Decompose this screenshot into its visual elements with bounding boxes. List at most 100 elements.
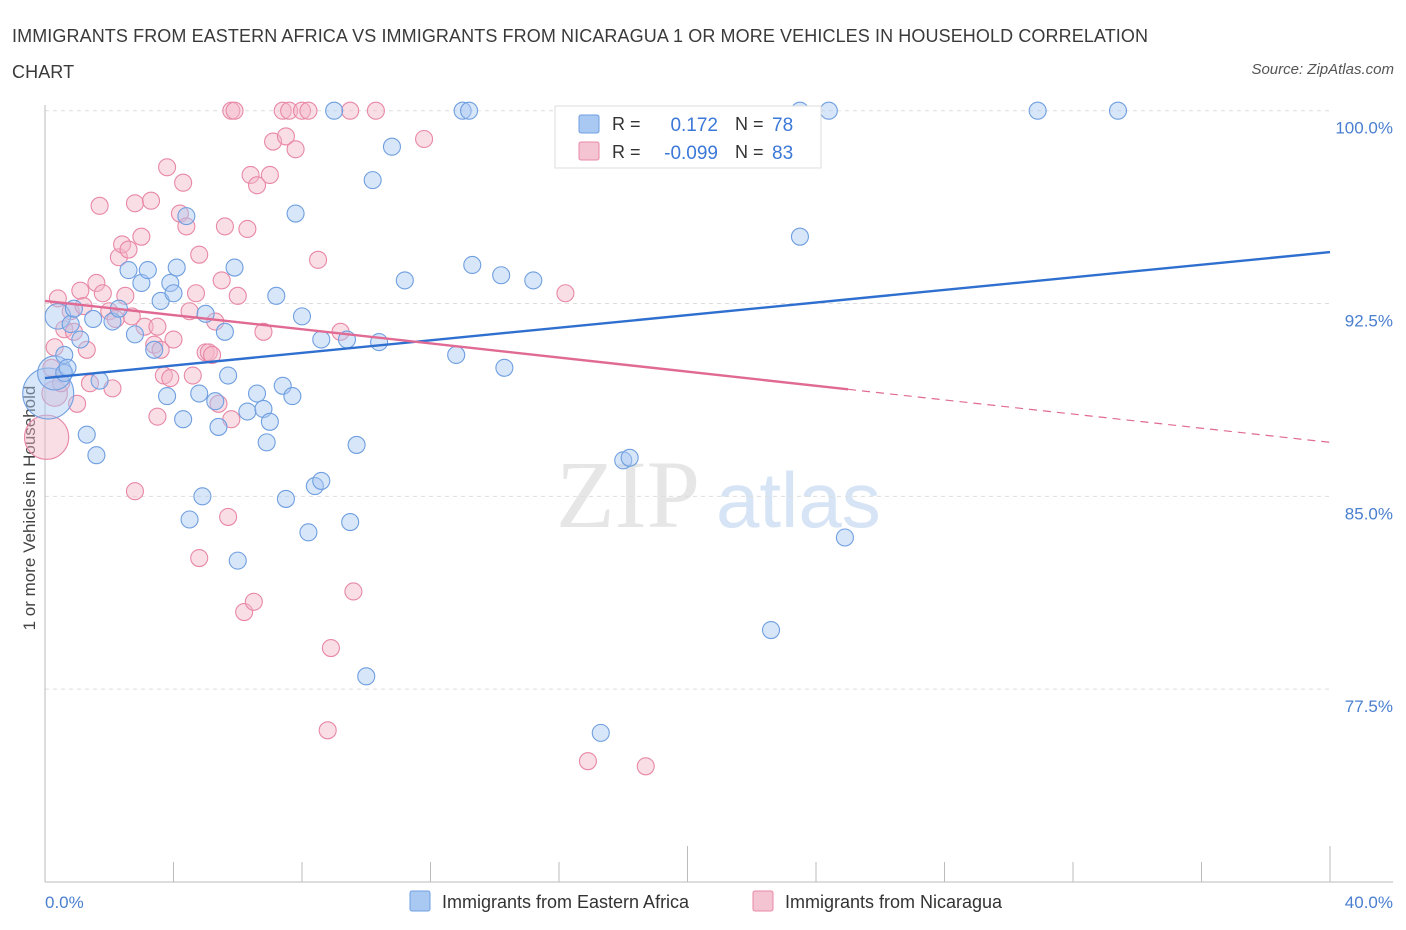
- legend-eastern-africa-label: Immigrants from Eastern Africa: [442, 892, 690, 912]
- eastern-africa-point: [145, 340, 164, 359]
- eastern-africa-point: [267, 286, 286, 305]
- eastern-africa-point: [286, 204, 305, 223]
- nicaragua-point: [158, 158, 177, 177]
- nicaragua-point: [241, 165, 260, 185]
- axes: [44, 105, 1393, 883]
- eastern-africa-point: [819, 101, 838, 120]
- nicaragua-point: [41, 380, 68, 407]
- nicaragua-point: [341, 101, 360, 120]
- nicaragua-point: [318, 721, 337, 740]
- nicaragua-point: [636, 757, 655, 776]
- eastern-africa-point: [357, 667, 376, 686]
- watermark: ZIP atlas: [556, 441, 881, 548]
- legend-n-label: N =: [735, 142, 764, 162]
- eastern-africa-point: [209, 417, 228, 436]
- nicaragua-point: [273, 101, 292, 120]
- eastern-africa-point: [228, 551, 247, 570]
- nicaragua-point: [125, 482, 144, 501]
- nicaragua-point: [106, 309, 125, 329]
- nicaragua-trend-line: [44, 299, 849, 391]
- nicaragua-point: [299, 101, 318, 120]
- nicaragua-point: [119, 240, 138, 259]
- nicaragua-point: [309, 250, 328, 269]
- eastern-africa-point: [167, 258, 186, 277]
- eastern-africa-point: [292, 307, 312, 326]
- y-tick-label: 92.5%: [1345, 312, 1393, 331]
- nicaragua-point: [219, 507, 238, 526]
- nicaragua-point: [260, 165, 279, 185]
- nicaragua-point: [203, 345, 222, 365]
- legend-r-value: 0.172: [670, 115, 718, 136]
- nicaragua-point: [190, 549, 209, 568]
- eastern-africa-point: [347, 435, 366, 454]
- eastern-africa-point: [180, 510, 199, 529]
- eastern-africa-point: [260, 412, 279, 431]
- y-tick-label: 77.5%: [1345, 697, 1393, 716]
- correlation-legend: R = 0.172 N = 78 R = -0.099 N = 83: [554, 105, 822, 169]
- nicaragua-point: [280, 101, 299, 120]
- eastern-africa-point: [119, 261, 138, 280]
- trend-lines: [44, 250, 1331, 443]
- legend-r-value: -0.099: [664, 143, 718, 164]
- eastern-africa-point: [87, 446, 106, 465]
- nicaragua-point: [247, 176, 267, 195]
- nicaragua-point: [276, 127, 295, 146]
- nicaragua-point: [164, 330, 183, 349]
- nicaragua-point: [190, 245, 209, 264]
- eastern-africa-point: [257, 433, 276, 452]
- nicaragua-point: [321, 638, 340, 658]
- nicaragua-point: [23, 414, 70, 460]
- y-axis-label: 1 or more Vehicles in Household: [20, 386, 39, 631]
- series-legend: Immigrants from Eastern Africa Immigrant…: [409, 890, 1003, 912]
- eastern-africa-point: [341, 513, 360, 532]
- x-tick-label: 0.0%: [45, 893, 84, 912]
- eastern-africa-point: [312, 471, 331, 490]
- nicaragua-point: [366, 101, 385, 120]
- nicaragua-point: [344, 582, 363, 601]
- eastern-africa-point: [395, 271, 414, 290]
- nicaragua-point: [254, 322, 273, 341]
- nicaragua-trend-line-dashed: [848, 388, 1331, 443]
- eastern-africa-point: [835, 528, 854, 547]
- eastern-africa-point: [58, 358, 77, 377]
- eastern-africa-point: [71, 330, 90, 349]
- eastern-africa-point: [190, 384, 209, 403]
- nicaragua-point: [225, 101, 244, 120]
- eastern-africa-point: [463, 255, 482, 275]
- eastern-africa-point: [453, 101, 472, 120]
- eastern-africa-point: [1028, 101, 1047, 120]
- eastern-africa-point: [312, 330, 331, 349]
- legend-n-value: 83: [772, 143, 793, 164]
- eastern-africa-point: [77, 425, 96, 444]
- eastern-africa-point: [492, 266, 511, 285]
- legend-nicaragua-swatch: [752, 890, 774, 912]
- eastern-africa-point: [125, 325, 144, 344]
- eastern-africa-point: [591, 723, 610, 742]
- nicaragua-point: [415, 129, 434, 149]
- eastern-africa-trend-line: [44, 250, 1331, 380]
- nicaragua-point: [174, 173, 193, 192]
- series-nicaragua-points: [23, 101, 655, 776]
- y-tick-label: 100.0%: [1335, 119, 1393, 138]
- nicaragua-point: [161, 369, 180, 388]
- chart-title: IMMIGRANTS FROM EASTERN AFRICA VS IMMIGR…: [12, 26, 1149, 82]
- nicaragua-point: [209, 394, 228, 413]
- nicaragua-point: [183, 366, 202, 385]
- eastern-africa-point: [84, 309, 103, 329]
- eastern-africa-point: [219, 366, 238, 385]
- nicaragua-point: [177, 217, 196, 236]
- eastern-africa-point: [90, 371, 109, 390]
- nicaragua-point: [215, 217, 234, 236]
- y-tick-labels: 77.5% 85.0% 92.5% 100.0%: [1335, 119, 1393, 716]
- eastern-africa-point: [790, 227, 809, 246]
- eastern-africa-point: [495, 358, 514, 377]
- eastern-africa-point: [206, 392, 225, 411]
- nicaragua-point: [151, 340, 170, 359]
- legend-n-label: N =: [735, 114, 764, 134]
- eastern-africa-point: [247, 384, 267, 403]
- legend-pink-swatch: [578, 141, 600, 161]
- eastern-africa-point: [299, 523, 318, 542]
- nicaragua-point: [87, 273, 106, 293]
- nicaragua-point: [148, 407, 167, 426]
